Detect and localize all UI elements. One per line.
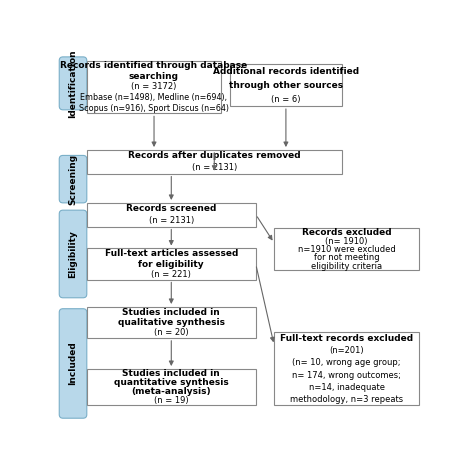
- Text: qualitative synthesis: qualitative synthesis: [118, 318, 225, 327]
- Text: quantitative synthesis: quantitative synthesis: [114, 378, 228, 387]
- Text: (n = 20): (n = 20): [154, 328, 189, 337]
- Text: (n = 2131): (n = 2131): [192, 163, 237, 172]
- Text: eligibility criteria: eligibility criteria: [311, 262, 382, 271]
- Text: Full-text records excluded: Full-text records excluded: [280, 334, 413, 343]
- Text: (n = 6): (n = 6): [271, 95, 301, 104]
- Bar: [230, 64, 342, 106]
- Text: Eligibility: Eligibility: [69, 230, 78, 278]
- Text: Records identified through database: Records identified through database: [60, 61, 247, 70]
- Bar: [87, 61, 221, 113]
- Text: Embase (n=1498), Medline (n=694),: Embase (n=1498), Medline (n=694),: [80, 93, 228, 102]
- Text: n=14, inadequate: n=14, inadequate: [309, 383, 385, 392]
- Text: for eligibility: for eligibility: [138, 259, 204, 268]
- Bar: [87, 307, 256, 338]
- Text: Records excluded: Records excluded: [302, 228, 392, 237]
- Text: n= 174, wrong outcomes;: n= 174, wrong outcomes;: [292, 371, 401, 380]
- Text: Screening: Screening: [69, 154, 78, 205]
- Text: (n = 3172): (n = 3172): [131, 82, 176, 91]
- Bar: [87, 248, 256, 280]
- Text: Records after duplicates removed: Records after duplicates removed: [128, 151, 301, 160]
- Text: Scopus (n=916), Sport Discus (n=64): Scopus (n=916), Sport Discus (n=64): [79, 104, 229, 113]
- Text: (n = 19): (n = 19): [154, 396, 189, 405]
- Bar: [274, 228, 419, 270]
- FancyBboxPatch shape: [59, 210, 87, 298]
- Text: (n= 1910): (n= 1910): [326, 237, 368, 246]
- Bar: [87, 150, 342, 173]
- Text: n=1910 were excluded: n=1910 were excluded: [298, 245, 396, 254]
- Text: for not meeting: for not meeting: [314, 253, 380, 262]
- Text: methodology, n=3 repeats: methodology, n=3 repeats: [290, 395, 403, 404]
- Text: through other sources: through other sources: [229, 81, 343, 90]
- Bar: [274, 332, 419, 405]
- Text: (n=201): (n=201): [329, 346, 364, 355]
- FancyBboxPatch shape: [59, 57, 87, 110]
- Text: Additional records identified: Additional records identified: [213, 67, 359, 76]
- Text: Full-text articles assessed: Full-text articles assessed: [105, 249, 238, 258]
- Bar: [87, 203, 256, 227]
- Text: Records screened: Records screened: [126, 204, 217, 213]
- Bar: [87, 369, 256, 405]
- FancyBboxPatch shape: [59, 309, 87, 418]
- Text: (meta-analysis): (meta-analysis): [131, 387, 211, 396]
- Text: (n = 221): (n = 221): [151, 270, 191, 279]
- Text: Studies included in: Studies included in: [122, 308, 220, 317]
- Text: (n= 10, wrong age group;: (n= 10, wrong age group;: [292, 358, 401, 367]
- Text: Identification: Identification: [69, 49, 78, 118]
- Text: (n = 2131): (n = 2131): [149, 216, 194, 225]
- Text: Studies included in: Studies included in: [122, 369, 220, 378]
- Text: Included: Included: [69, 342, 78, 385]
- FancyBboxPatch shape: [59, 155, 87, 203]
- Text: searching: searching: [129, 72, 179, 81]
